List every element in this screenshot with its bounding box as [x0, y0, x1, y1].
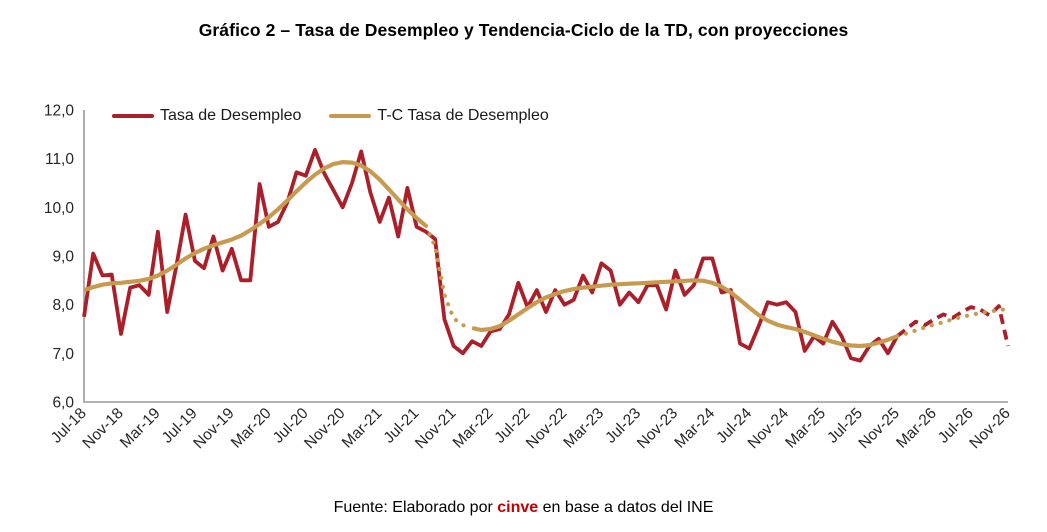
- series-line-tc-tasa-desempleo: [83, 160, 428, 293]
- axis-lines: [83, 110, 1008, 403]
- chart-title: Gráfico 2 – Tasa de Desempleo y Tendenci…: [198, 20, 849, 40]
- y-axis-tick-label: 9,0: [52, 249, 74, 266]
- x-axis-tick-label: Mar-26: [893, 405, 940, 452]
- series-line-tc-tasa-desempleo: [471, 278, 898, 349]
- x-axis-tick-label: Nov-21: [412, 405, 459, 452]
- x-axis-tick-label: Nov-25: [856, 405, 903, 452]
- x-axis-tick-label: Nov-26: [966, 405, 1013, 452]
- x-axis-tick-label: Nov-24: [745, 405, 793, 453]
- y-axis-tick-label: 8,0: [52, 297, 74, 314]
- x-axis-tick-label: Mar-22: [450, 405, 497, 452]
- x-axis-tick-label: Nov-23: [634, 405, 681, 452]
- x-axis-tick-label: Mar-21: [339, 405, 386, 452]
- x-axis-tick-label: Mar-24: [671, 405, 718, 452]
- chart-legend: Tasa de Desempleo T-C Tasa de Desempleo: [112, 108, 549, 124]
- legend-label: Tasa de Desempleo: [160, 107, 302, 124]
- source-note: Fuente: Elaborado por cinve en base a da…: [0, 499, 1047, 517]
- x-axis-tick-label: Mar-25: [782, 405, 829, 452]
- x-axis-tick-label: Mar-20: [228, 405, 275, 452]
- y-axis-tick-label: 7,0: [52, 346, 74, 363]
- x-axis-tick-label: Nov-20: [301, 405, 349, 453]
- y-axis-tick-label: 6,0: [52, 395, 74, 412]
- legend-item-tasa-desempleo: Tasa de Desempleo: [112, 108, 301, 124]
- legend-label: T-C Tasa de Desempleo: [377, 107, 549, 124]
- x-axis-tick-label: Nov-22: [523, 405, 570, 452]
- x-axis-tick-label: Nov-19: [190, 405, 237, 452]
- y-axis-tick-label: 12,0: [44, 103, 75, 120]
- source-suffix: en base a datos del INE: [538, 499, 714, 516]
- legend-item-tc-tasa-desempleo: T-C Tasa de Desempleo: [329, 107, 549, 124]
- source-prefix: Fuente: Elaborado por: [333, 499, 498, 516]
- source-brand-cinve: cinve: [497, 499, 539, 516]
- y-axis-tick-label: 11,0: [45, 151, 74, 168]
- series-line-tasa-desempleo-projection: [895, 304, 1010, 347]
- legend-swatch-gold-line: [329, 114, 372, 118]
- series-line-tc-tasa-desempleo-projection: [895, 306, 1011, 339]
- legend-swatch-red-line: [112, 114, 154, 118]
- x-axis-tick-label: Mar-19: [117, 405, 164, 452]
- x-axis-tick-label: Mar-23: [560, 405, 607, 452]
- x-axis-tick-label: Nov-18: [79, 405, 126, 452]
- y-axis-tick-label: 10,0: [44, 200, 75, 217]
- series-line-tc-tasa-desempleo-projection: [423, 223, 475, 331]
